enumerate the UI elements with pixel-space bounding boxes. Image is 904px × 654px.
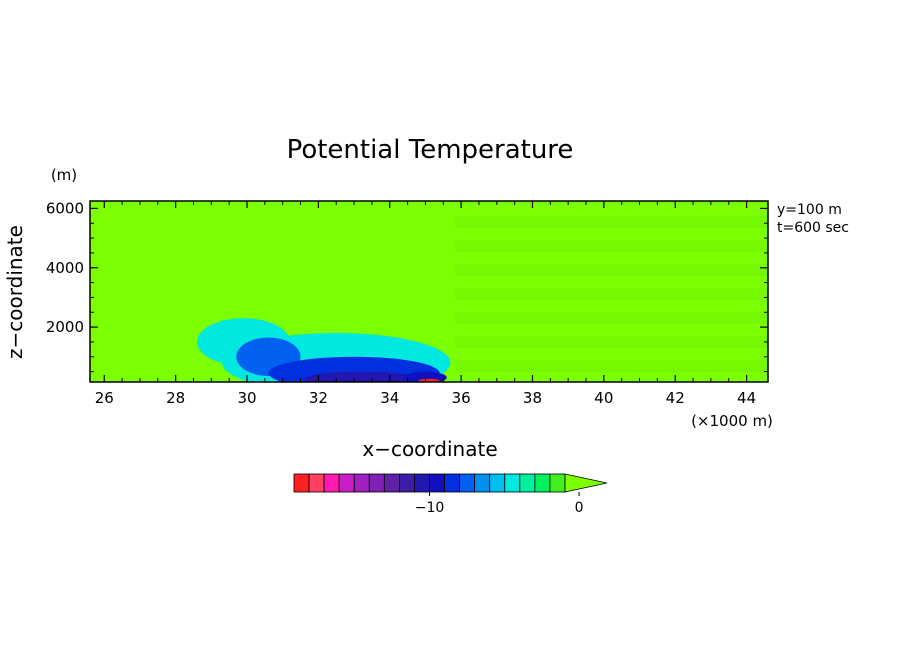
x-tick-label-3: 32 [309,389,328,407]
x-tick-label-1: 28 [166,389,185,407]
y-axis-label: z−coordinate [3,225,27,359]
colorbar-cell-6 [383,473,400,493]
y-axis: 2000 4000 6000 [46,199,768,373]
colorbar-cell-7 [398,473,415,493]
x-tick-label-7: 40 [594,389,613,407]
colorbar-cell-15 [519,473,536,493]
colorbar-cell-12 [474,473,491,493]
colorbar-cell-0 [293,473,310,493]
horizontal-bands [455,201,768,382]
y-tick-label-0: 2000 [46,318,84,336]
annotation-t: t=600 sec [777,220,849,236]
colorbar-cell-9 [429,473,445,493]
x-axis: 26 28 30 32 34 36 38 40 42 44 [95,201,756,407]
colorbar-cell-4 [353,473,370,493]
x-tick-label-6: 38 [523,389,542,407]
colorbar-tick-label-1: 0 [575,500,584,516]
annotation-y: y=100 m [777,202,842,218]
x-tick-label-9: 44 [737,389,756,407]
x-tick-label-2: 30 [237,389,256,407]
colorbar-tick-label-0: −10 [415,500,445,516]
colorbar-cell-1 [308,473,325,493]
colorbar-cell-14 [504,473,521,493]
cold-pool-region-6 [418,378,440,382]
x-axis-label: x−coordinate [362,437,497,461]
colorbar-cell-10 [444,473,461,493]
cold-pool-region-4 [304,371,419,382]
plot-area [90,201,768,382]
y-tick-label-2: 6000 [46,199,84,217]
y-tick-label-1: 4000 [46,259,84,277]
x-unit-label: (×1000 m) [691,412,773,430]
colorbar-cell-13 [489,473,506,493]
y-unit-label: (m) [51,166,77,184]
colorbar: −10 0 [293,473,608,516]
x-tick-label-0: 26 [95,389,114,407]
colorbar-cell-8 [414,473,430,493]
colorbar-cell-5 [368,473,385,493]
colorbar-extend-arrow [564,473,608,493]
x-tick-label-4: 34 [380,389,399,407]
colorbar-cell-2 [323,473,340,493]
x-tick-label-8: 42 [666,389,685,407]
colorbar-cell-11 [459,473,476,493]
plot-frame [89,200,769,383]
colorbar-cell-16 [534,473,551,493]
x-tick-label-5: 36 [452,389,471,407]
colorbar-cell-17 [549,473,566,493]
chart-title: Potential Temperature [287,135,574,165]
colorbar-cell-3 [338,473,355,493]
